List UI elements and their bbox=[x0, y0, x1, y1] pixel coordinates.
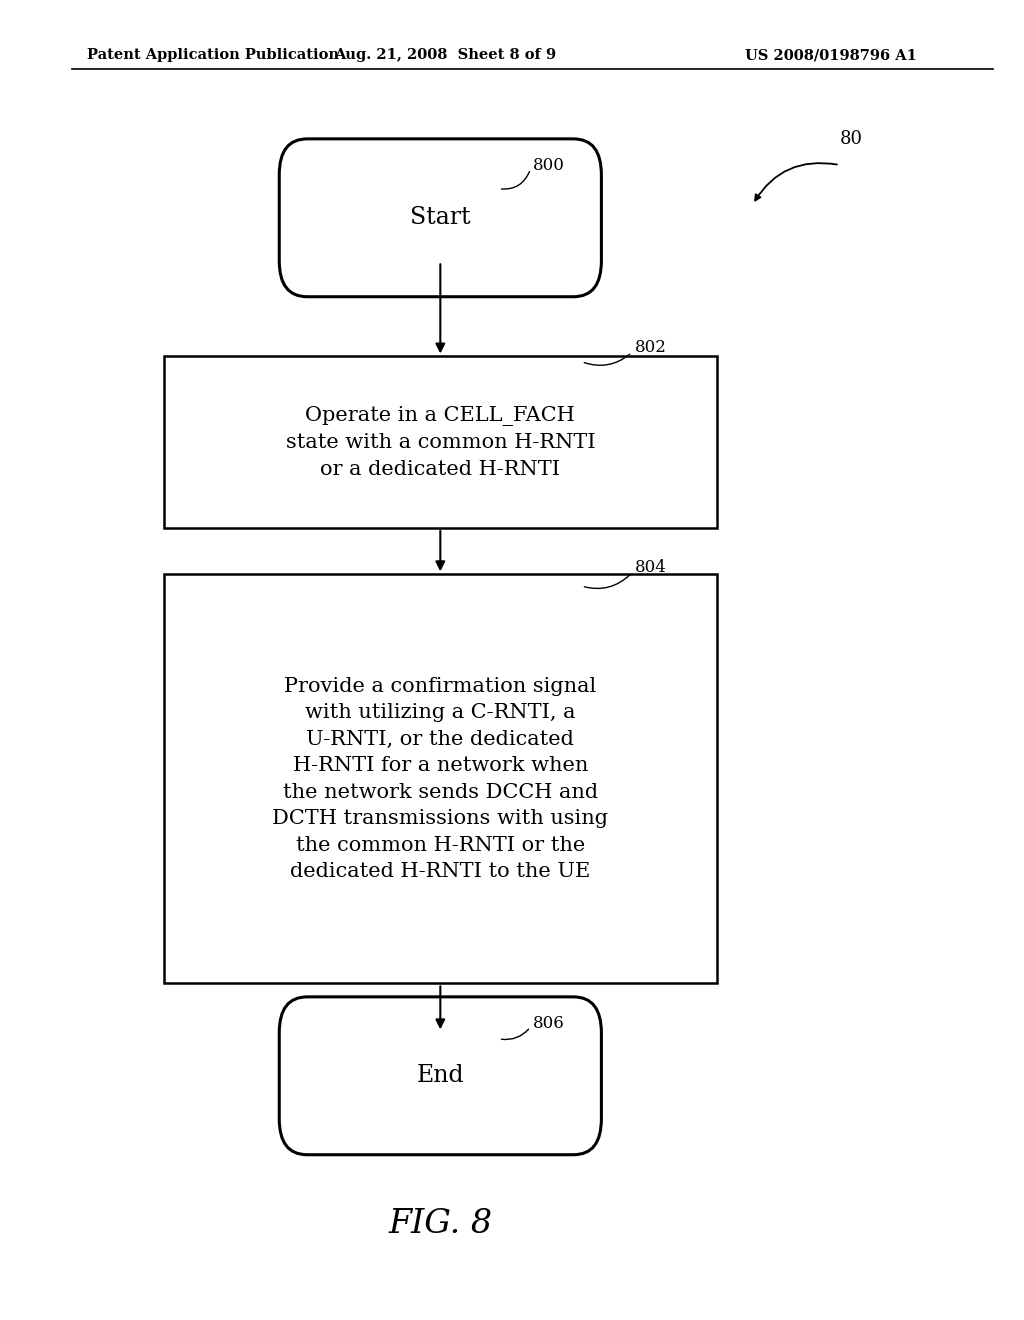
Text: 802: 802 bbox=[635, 339, 667, 355]
Text: 800: 800 bbox=[532, 157, 564, 173]
Text: 804: 804 bbox=[635, 560, 667, 576]
FancyBboxPatch shape bbox=[280, 139, 601, 297]
Text: Aug. 21, 2008  Sheet 8 of 9: Aug. 21, 2008 Sheet 8 of 9 bbox=[335, 49, 556, 62]
Bar bbox=[164, 574, 717, 983]
Text: 806: 806 bbox=[532, 1015, 564, 1031]
Text: Patent Application Publication: Patent Application Publication bbox=[87, 49, 339, 62]
Text: 80: 80 bbox=[840, 129, 862, 148]
Text: End: End bbox=[417, 1064, 464, 1088]
FancyBboxPatch shape bbox=[280, 997, 601, 1155]
Bar bbox=[164, 356, 717, 528]
Text: Provide a confirmation signal
with utilizing a C-RNTI, a
U-RNTI, or the dedicate: Provide a confirmation signal with utili… bbox=[272, 677, 608, 880]
Text: Start: Start bbox=[410, 206, 471, 230]
Text: US 2008/0198796 A1: US 2008/0198796 A1 bbox=[744, 49, 916, 62]
Text: FIG. 8: FIG. 8 bbox=[388, 1208, 493, 1239]
Text: Operate in a CELL_FACH
state with a common H-RNTI
or a dedicated H-RNTI: Operate in a CELL_FACH state with a comm… bbox=[286, 405, 595, 479]
